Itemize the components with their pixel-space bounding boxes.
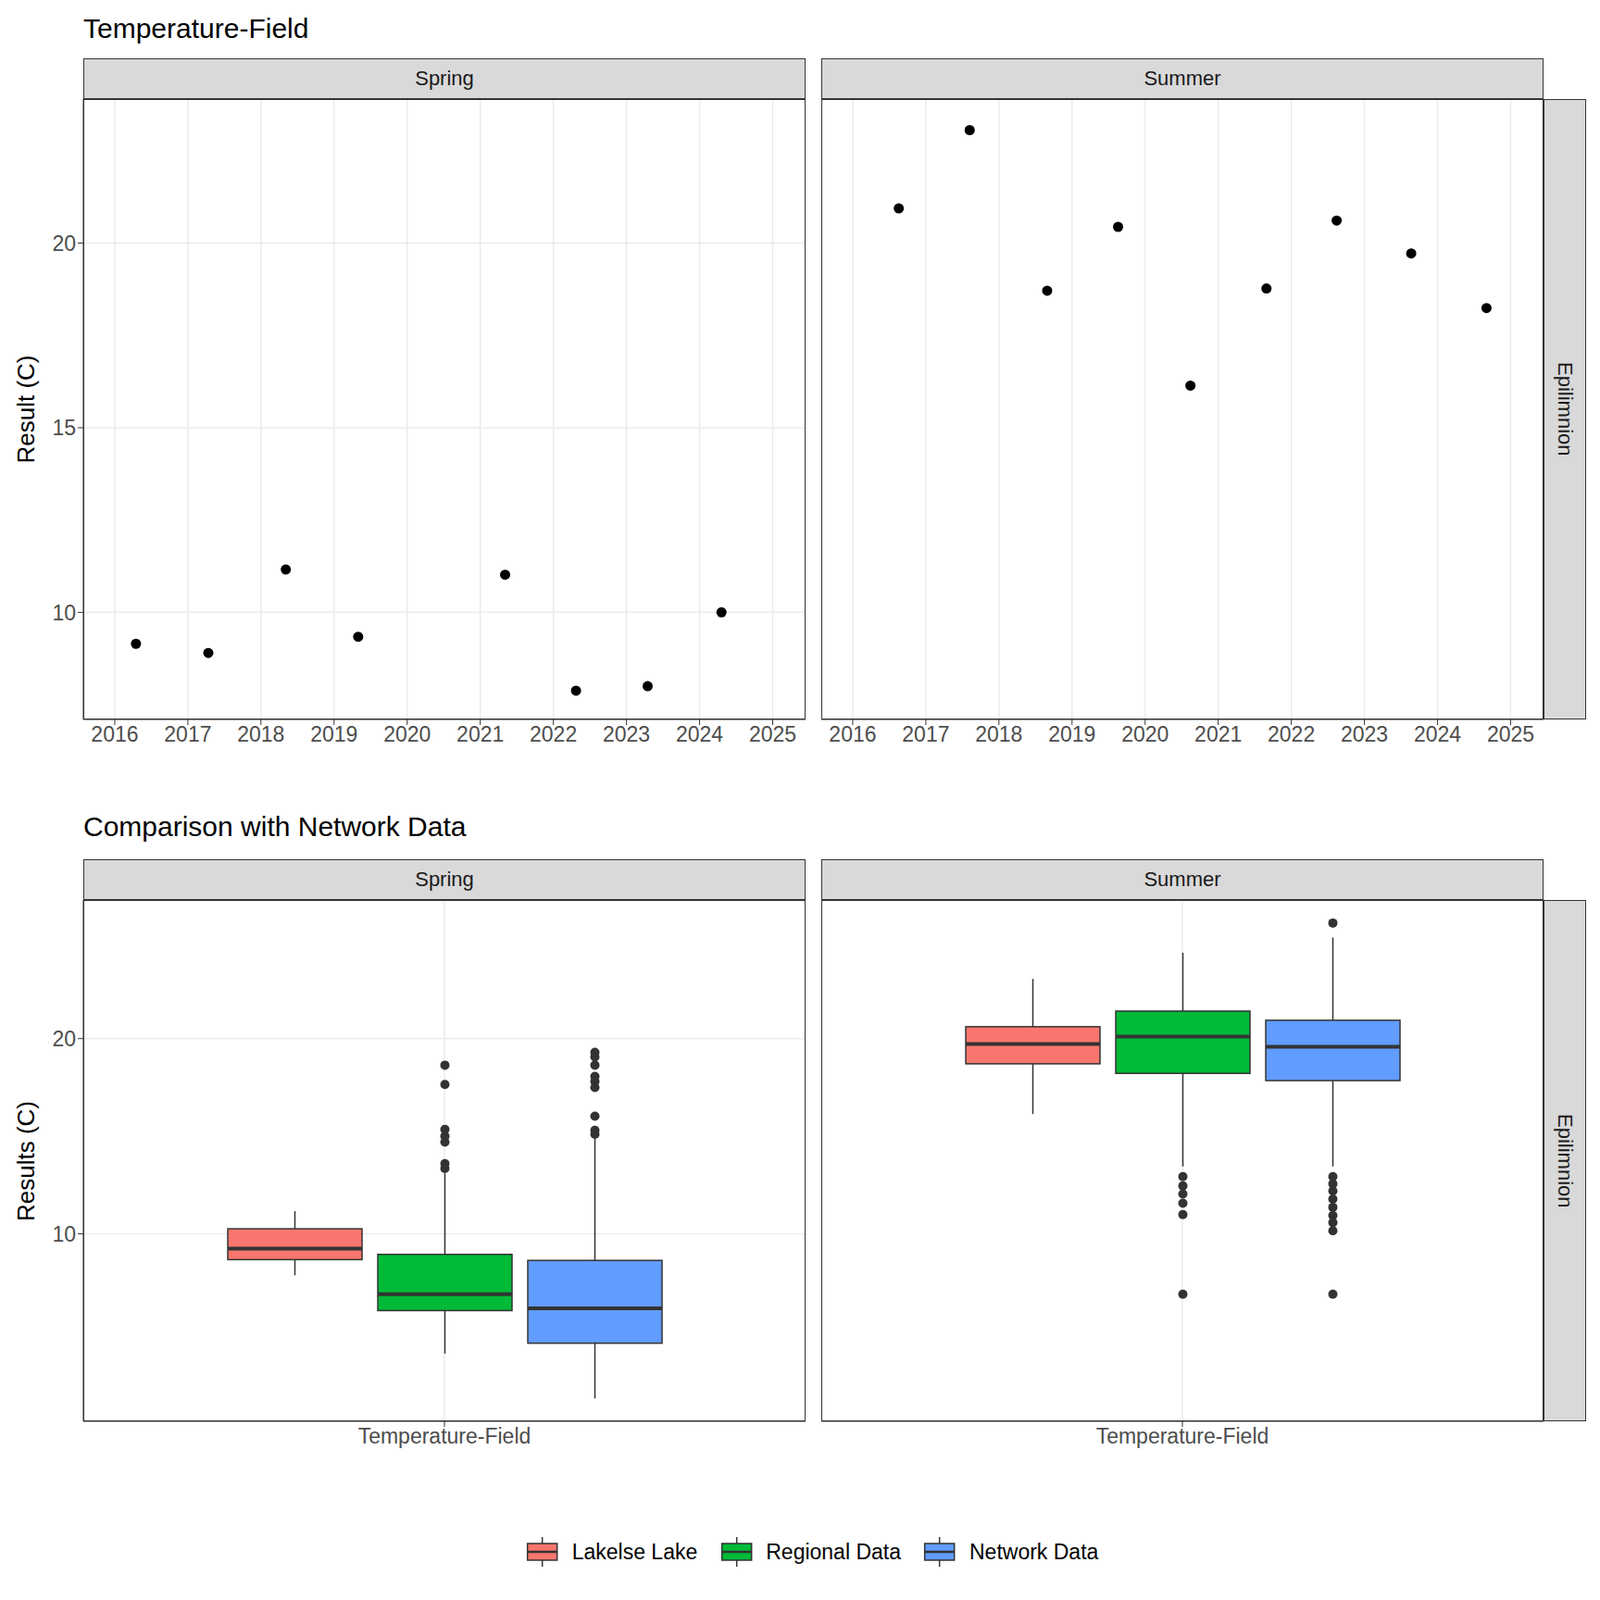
html-text:Network Data: Network Data (969, 1539, 1099, 1564)
svg-text:2022: 2022 (1267, 722, 1315, 747)
svg-text:2022: 2022 (529, 722, 577, 747)
html-text:Spring: Spring (415, 867, 474, 891)
svg-text:2025: 2025 (1487, 722, 1535, 747)
html-text:Lakelse Lake: Lakelse Lake (571, 1539, 698, 1564)
svg-text:2017: 2017 (901, 722, 950, 747)
svg-text:2017: 2017 (163, 722, 212, 747)
html-text:Temperature-Field: Temperature-Field (83, 12, 309, 44)
svg-text:2020: 2020 (383, 722, 431, 747)
svg-text:2024: 2024 (675, 722, 724, 747)
svg-text:2019: 2019 (1048, 722, 1096, 747)
svg-text:2023: 2023 (602, 722, 650, 747)
html-text:Regional Data: Regional Data (765, 1539, 901, 1564)
svg-text:2021: 2021 (1194, 722, 1242, 747)
html-text:Results (C): Results (C) (11, 1100, 40, 1221)
svg-text:2016: 2016 (90, 722, 138, 747)
svg-text:2024: 2024 (1413, 722, 1462, 747)
html-text:Result (C): Result (C) (11, 355, 40, 464)
html-text:Epilimnion: Epilimnion (1553, 362, 1577, 457)
svg-text:20: 20 (51, 1026, 76, 1051)
svg-text:10: 10 (51, 600, 76, 625)
svg-text:Temperature-Field: Temperature-Field (1096, 1424, 1270, 1449)
svg-text:2023: 2023 (1340, 722, 1388, 747)
svg-text:2021: 2021 (456, 722, 504, 747)
html-text:Comparison with Network Data: Comparison with Network Data (83, 811, 467, 842)
svg-text:20: 20 (51, 231, 76, 256)
svg-text:Temperature-Field: Temperature-Field (358, 1424, 532, 1449)
svg-text:2018: 2018 (975, 722, 1023, 747)
html-text:Spring: Spring (415, 66, 474, 90)
html-text:Epilimnion: Epilimnion (1553, 1113, 1577, 1208)
svg-text:2016: 2016 (828, 722, 876, 747)
html-text:Summer: Summer (1143, 867, 1221, 891)
svg-text:10: 10 (51, 1222, 76, 1247)
svg-text:2020: 2020 (1121, 722, 1169, 747)
svg-text:15: 15 (51, 415, 76, 440)
html-text:Summer: Summer (1143, 66, 1221, 90)
svg-text:2019: 2019 (310, 722, 358, 747)
svg-text:2025: 2025 (749, 722, 797, 747)
svg-text:2018: 2018 (237, 722, 285, 747)
